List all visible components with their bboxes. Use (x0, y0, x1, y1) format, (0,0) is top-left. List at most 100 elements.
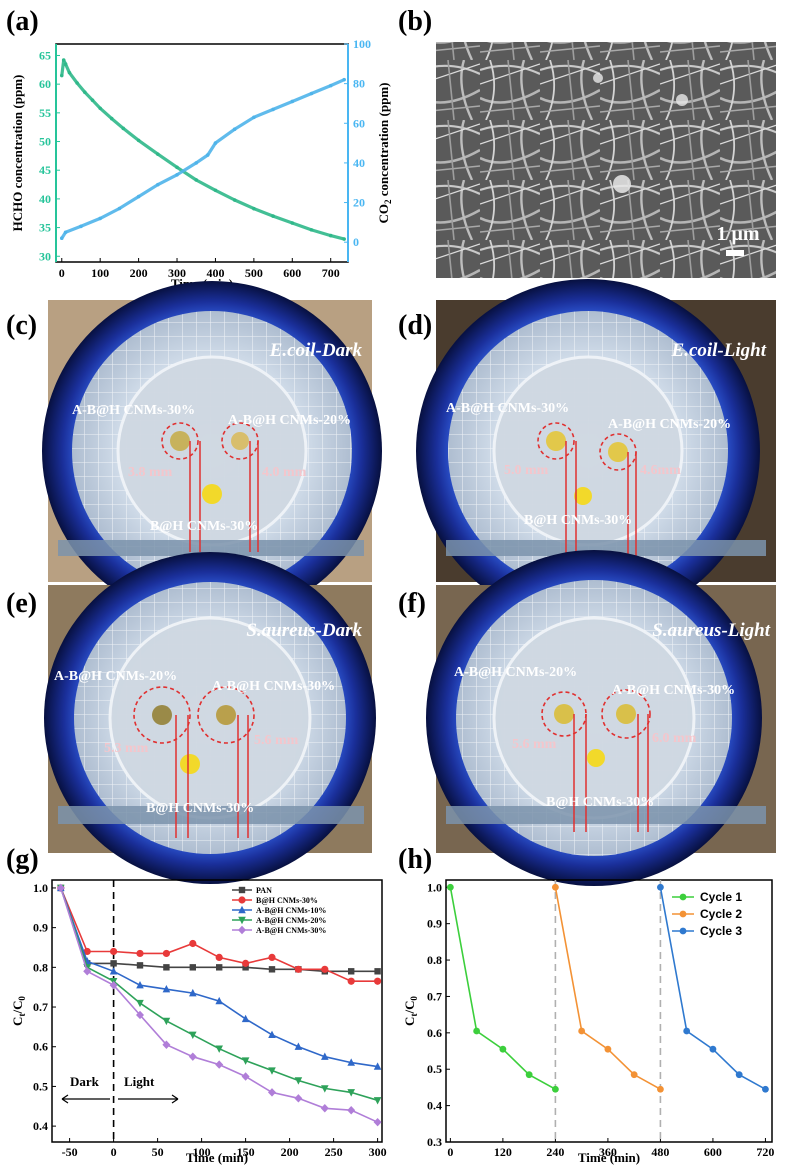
chart-g-ytick-label: 0.5 (33, 1079, 48, 1093)
chart-a-point-hcho (194, 178, 199, 182)
chart-h-point-cycle-1 (473, 1027, 481, 1035)
sample-disc (180, 754, 200, 774)
chart-g-ytick-label: 0.7 (33, 1000, 48, 1014)
dark-label: Dark (70, 1074, 100, 1089)
chart-h-ytick-label: 0.4 (427, 1099, 442, 1113)
chart-a-xtick-label: 600 (283, 266, 301, 280)
chart-a-xtick-label: 700 (322, 266, 340, 280)
chart-a-ytick-label: 35 (39, 221, 51, 235)
chart-h-ytick-label: 0.5 (427, 1062, 442, 1076)
chart-h-xtick-label: 600 (704, 1145, 722, 1159)
chart-g-point-pan (163, 964, 170, 971)
chart-h-point-cycle-3 (657, 883, 664, 891)
chart-h-ytick-label: 1.0 (427, 880, 442, 894)
chart-a-point-co2 (194, 161, 199, 165)
chart-g-ylabel: Ct/C0 (10, 996, 27, 1026)
chart-a-point-hcho (121, 126, 126, 131)
chart-h: 0 120 240 360 480 600 720 0.3 0.4 0.5 0.6 0.7 0.8 0.9… (402, 879, 774, 1165)
sem-particle (613, 175, 631, 193)
inhibition-zone (133, 686, 191, 744)
chart-h-xtick-label: 240 (546, 1145, 564, 1159)
inhibition-zone (161, 422, 199, 460)
chart-a-point-hcho (136, 138, 141, 143)
chart-h-xtick-label: 0 (447, 1145, 453, 1159)
chart-g-series-a-b-h-cnms-30- (60, 887, 378, 1123)
photo-title: E.coil-Light (671, 340, 767, 361)
label-left: A-B@H CNMs-20% (54, 669, 177, 684)
chart-h-ytick-label: 0.9 (427, 917, 442, 931)
chart-a-point-co2 (156, 182, 160, 187)
chart-g-point-a-b-h-cnms-10- (347, 1058, 355, 1066)
chart-g-point-b-h-cnms-30- (110, 947, 118, 956)
chart-g-legend-label-b-h-cnms-30-: B@H CNMs-30% (256, 896, 318, 905)
light-arrow (118, 1094, 179, 1104)
chart-g-ytick-label: 0.9 (33, 921, 48, 935)
chart-a-point-hcho (67, 70, 72, 75)
chart-g-point-a-b-h-cnms-30- (188, 1052, 197, 1061)
sample-disc (546, 431, 566, 451)
chart-h-point-cycle-3 (762, 1085, 769, 1093)
chart-a-point-co2 (117, 206, 122, 211)
chart-g-legend-marker-a-b-h-cnms-20- (238, 916, 246, 925)
chart-g-xtick-label: 150 (237, 1145, 255, 1159)
chart-g-point-b-h-cnms-30- (347, 977, 355, 985)
label-bottom: B@H CNMs-30% (146, 801, 254, 816)
photo-title: E.coil-Dark (269, 340, 363, 361)
chart-g-point-a-b-h-cnms-10- (373, 1062, 382, 1070)
chart-g-point-a-b-h-cnms-30- (162, 1040, 171, 1049)
chart-a-ytick2-label: 20 (353, 196, 365, 210)
chart-a-point-hcho (290, 221, 295, 225)
chart-g-point-a-b-h-cnms-10- (136, 980, 144, 989)
sample-disc (202, 484, 222, 504)
panel-label-b: (b) (398, 6, 432, 37)
chart-h-point-cycle-1 (446, 883, 454, 891)
chart-a-ytick-label: 55 (39, 106, 51, 120)
chart-g-legend-label-a-b-h-cnms-20-: A-B@H CNMs-20% (256, 916, 326, 925)
chart-h-point-cycle-1 (525, 1071, 533, 1079)
ruler (58, 806, 364, 824)
chart-a-ytick2-label: 60 (353, 116, 365, 130)
sample-disc (587, 749, 605, 767)
chart-a-point-co2 (342, 77, 346, 82)
chart-g-point-a-b-h-cnms-10- (321, 1052, 329, 1060)
chart-a-xtick-label: 500 (245, 266, 263, 280)
chart-h-point-cycle-2 (578, 1027, 586, 1035)
measure-lines (175, 715, 249, 838)
chart-g-point-a-b-h-cnms-30- (294, 1094, 303, 1103)
chart-g-ytick-label: 1.0 (33, 881, 48, 895)
chart-h-ytick-label: 0.3 (427, 1135, 442, 1149)
label-bottom: B@H CNMs-30% (150, 519, 258, 534)
measure-lines (189, 441, 259, 552)
chart-a-xtick-label: 200 (130, 266, 148, 280)
chart-g-legend-label-pan: PAN (256, 886, 272, 895)
chart-g-point-a-b-h-cnms-30- (56, 883, 65, 893)
chart-g-xtick-label: 300 (369, 1145, 387, 1159)
chart-g-xtick-label: 50 (152, 1145, 164, 1159)
chart-h-point-cycle-1 (499, 1045, 507, 1053)
label-right: A-B@H CNMs-20% (608, 417, 731, 432)
measure-lines (573, 714, 649, 832)
chart-g-series-a-b-h-cnms-10- (60, 887, 378, 1068)
ruler (446, 540, 766, 556)
label-right: A-B@H CNMs-20% (228, 413, 351, 428)
chart-g-legend-marker-a-b-h-cnms-10- (238, 905, 246, 914)
mm-left: 5.3 mm (104, 741, 149, 756)
chart-h-legend-label-cycle-2: Cycle 2 (700, 907, 742, 921)
chart-a-point-hcho (98, 106, 102, 111)
chart-g-xtick-label: 100 (193, 1145, 211, 1159)
panel-label-d: (d) (398, 310, 432, 341)
chart-a-point-hcho (252, 206, 256, 211)
chart-h-point-cycle-2 (630, 1071, 638, 1079)
chart-h-legend-label-cycle-1: Cycle 1 (700, 890, 742, 904)
mm-left: 5.0 mm (504, 463, 549, 478)
chart-h-ylabel: Ct/C0 (402, 996, 419, 1026)
chart-a-point-co2 (136, 194, 141, 199)
chart-g-legend-marker-a-b-h-cnms-30- (238, 925, 246, 935)
chart-a-xtick-label: 400 (206, 266, 224, 280)
chart-a-point-co2 (328, 83, 333, 88)
chart-g-point-b-h-cnms-30- (294, 965, 302, 973)
chart-a-point-co2 (59, 236, 64, 241)
chart-g-legend-label-a-b-h-cnms-30-: A-B@H CNMs-30% (256, 926, 326, 935)
chart-g-point-pan (374, 968, 381, 975)
